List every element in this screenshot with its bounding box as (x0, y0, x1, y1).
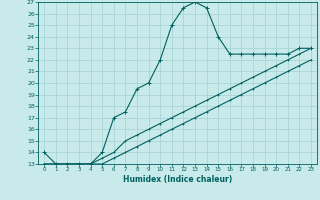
X-axis label: Humidex (Indice chaleur): Humidex (Indice chaleur) (123, 175, 232, 184)
